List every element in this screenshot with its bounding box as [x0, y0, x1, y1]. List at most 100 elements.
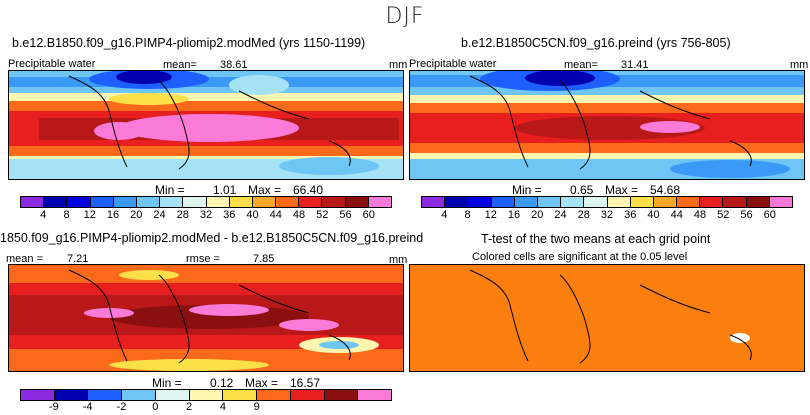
panel3-rmse-label: rmse =	[186, 253, 220, 265]
panel3-colorbar	[20, 389, 392, 401]
panel2-colorbar-swatch-4	[514, 197, 538, 207]
panel3-max-label: Max =	[245, 376, 279, 390]
panel2-colorbar-swatch-3	[491, 197, 515, 207]
panel1-map	[8, 70, 404, 180]
panel2-mean-value: 31.41	[621, 59, 649, 71]
panel1-colorbar-swatch-4	[113, 197, 137, 207]
panel3-colorbar-tick-label: -2	[116, 401, 127, 413]
panel2-colorbar-swatch-8	[607, 197, 631, 207]
panel2-min-value: 0.65	[570, 183, 594, 197]
panel1-colorbar-tick-label: 48	[292, 209, 306, 221]
panel3-colorbar-ticks: -9 -4 -2 0 2 4 9	[20, 401, 392, 415]
panel3-colorbar-swatch-10	[358, 390, 392, 400]
panel2-colorbar-swatch-7	[584, 197, 608, 207]
panel3-min-value: 0.12	[210, 376, 234, 390]
panel1-colorbar-tick-label: 32	[199, 209, 213, 221]
panel3-colorbar-swatch-3	[122, 390, 156, 400]
panel2-min-label: Min =	[512, 183, 542, 197]
panel2-colorbar-tick-label: 32	[600, 209, 614, 221]
panel2-colorbar-swatch-12	[700, 197, 724, 207]
panel2-max-label: Max =	[605, 183, 639, 197]
panel4-title: T-test of the two means at each grid poi…	[481, 232, 711, 246]
panel2-colorbar-swatch-5	[537, 197, 562, 207]
panel2-colorbar-tick-label: 20	[531, 209, 544, 221]
panel2-colorbar-tick-label: 60	[763, 209, 776, 221]
panel2-colorbar-ticks: 4 8 12 16 20 24 28 32 36 40 44 48 52 56 60	[421, 209, 793, 223]
panel1-max-value: 66.40	[293, 183, 324, 197]
panel1-max-label: Max =	[248, 183, 282, 197]
panel2-colorbar-tick-label: 48	[693, 209, 707, 221]
panel3-colorbar-swatch-5	[189, 390, 224, 400]
panel1-colorbar-swatch-0	[21, 197, 45, 207]
panel2-colorbar-swatch-9	[630, 197, 654, 207]
panel1-colorbar-swatch-15	[368, 197, 391, 207]
panel1-colorbar-swatch-7	[183, 197, 207, 207]
panel1-colorbar-tick-label: 40	[246, 209, 259, 221]
panel3-colorbar-swatch-9	[324, 390, 359, 400]
panel2-colorbar-tick-label: 24	[554, 209, 567, 221]
panel2-colorbar-swatch-14	[746, 197, 770, 207]
panel3-map-svg	[9, 265, 403, 371]
panel3-colorbar-swatch-7	[257, 390, 291, 400]
main-title: DJF	[385, 4, 425, 29]
panel2-colorbar-swatch-0	[422, 197, 446, 207]
panel1-colorbar-swatch-3	[90, 197, 114, 207]
panel1-colorbar-swatch-6	[160, 197, 184, 207]
panel1-colorbar-tick-label: 36	[223, 209, 236, 221]
panel1-colorbar-swatch-2	[67, 197, 91, 207]
panel1-colorbar-swatch-11	[276, 197, 300, 207]
panel3-colorbar-swatch-8	[290, 390, 325, 400]
panel3-colorbar-tick-label: 0	[152, 401, 159, 413]
panel1-colorbar-tick-label: 4	[40, 209, 47, 221]
panel1-colorbar-tick-label: 44	[269, 209, 282, 221]
panel1-colorbar-tick-label: 12	[83, 209, 96, 221]
panel2-colorbar-swatch-10	[653, 197, 678, 207]
panel4-subtitle: Colored cells are significant at the 0.0…	[472, 251, 688, 263]
panel1-min-label: Min =	[155, 183, 185, 197]
panel2-colorbar-tick-label: 8	[464, 209, 471, 221]
panel4-map	[409, 264, 805, 372]
panel2-colorbar-tick-label: 16	[507, 209, 521, 221]
panel1-colorbar-swatch-9	[229, 197, 253, 207]
panel2-map-svg	[410, 71, 804, 179]
panel1-colorbar-swatch-8	[206, 197, 230, 207]
panel2-colorbar-tick-label: 4	[441, 209, 448, 221]
panel1-colorbar-swatch-13	[322, 197, 346, 207]
panel1-colorbar-tick-label: 16	[106, 209, 120, 221]
panel2-colorbar-swatch-2	[468, 197, 492, 207]
panel1-colorbar-tick-label: 60	[362, 209, 375, 221]
panel2-colorbar-swatch-13	[723, 197, 747, 207]
panel1-colorbar-ticks: 4 8 12 16 20 24 28 32 36 40 44 48 52 56 60	[20, 209, 392, 223]
panel1-map-svg	[9, 71, 403, 179]
panel3-colorbar-swatch-4	[155, 390, 190, 400]
panel3-colorbar-tick-label: 9	[253, 401, 260, 413]
panel3-units: mm	[389, 254, 408, 266]
panel2-colorbar	[421, 196, 793, 208]
panel1-colorbar-tick-label: 24	[153, 209, 166, 221]
panel1-variable-label: Precipitable water	[8, 58, 96, 70]
panel1-colorbar-tick-label: 52	[316, 209, 329, 221]
panel2-colorbar-swatch-6	[561, 197, 585, 207]
panel1-colorbar-swatch-5	[136, 197, 161, 207]
panel2-mean-label: mean=	[564, 59, 598, 71]
panel2-variable-label: Precipitable water	[409, 58, 497, 70]
panel2-colorbar-tick-label: 44	[670, 209, 683, 221]
panel2-colorbar-swatch-1	[445, 197, 469, 207]
panel1-mean-value: 38.61	[220, 59, 248, 71]
panel3-colorbar-swatch-2	[88, 390, 123, 400]
panel3-rmse-value: 7.85	[253, 253, 275, 265]
panel1-colorbar-tick-label: 8	[63, 209, 70, 221]
panel3-colorbar-tick-label: -4	[82, 401, 93, 413]
panel2-colorbar-tick-label: 12	[484, 209, 497, 221]
panel1-min-value: 1.01	[213, 183, 237, 197]
panel1-units: mm	[389, 59, 408, 71]
panel3-colorbar-swatch-6	[223, 390, 258, 400]
panel1-colorbar-tick-label: 28	[176, 209, 189, 221]
panel2-map	[409, 70, 805, 180]
panel1-colorbar-tick-label: 20	[130, 209, 143, 221]
panel3-mean-label: mean =	[6, 253, 43, 265]
panel1-colorbar-swatch-14	[345, 197, 369, 207]
panel3-map	[8, 264, 404, 372]
panel1-title: b.e12.B1850.f09_g16.PIMP4-pliomip2.modMe…	[12, 36, 366, 50]
panel1-mean-label: mean=	[163, 59, 197, 71]
